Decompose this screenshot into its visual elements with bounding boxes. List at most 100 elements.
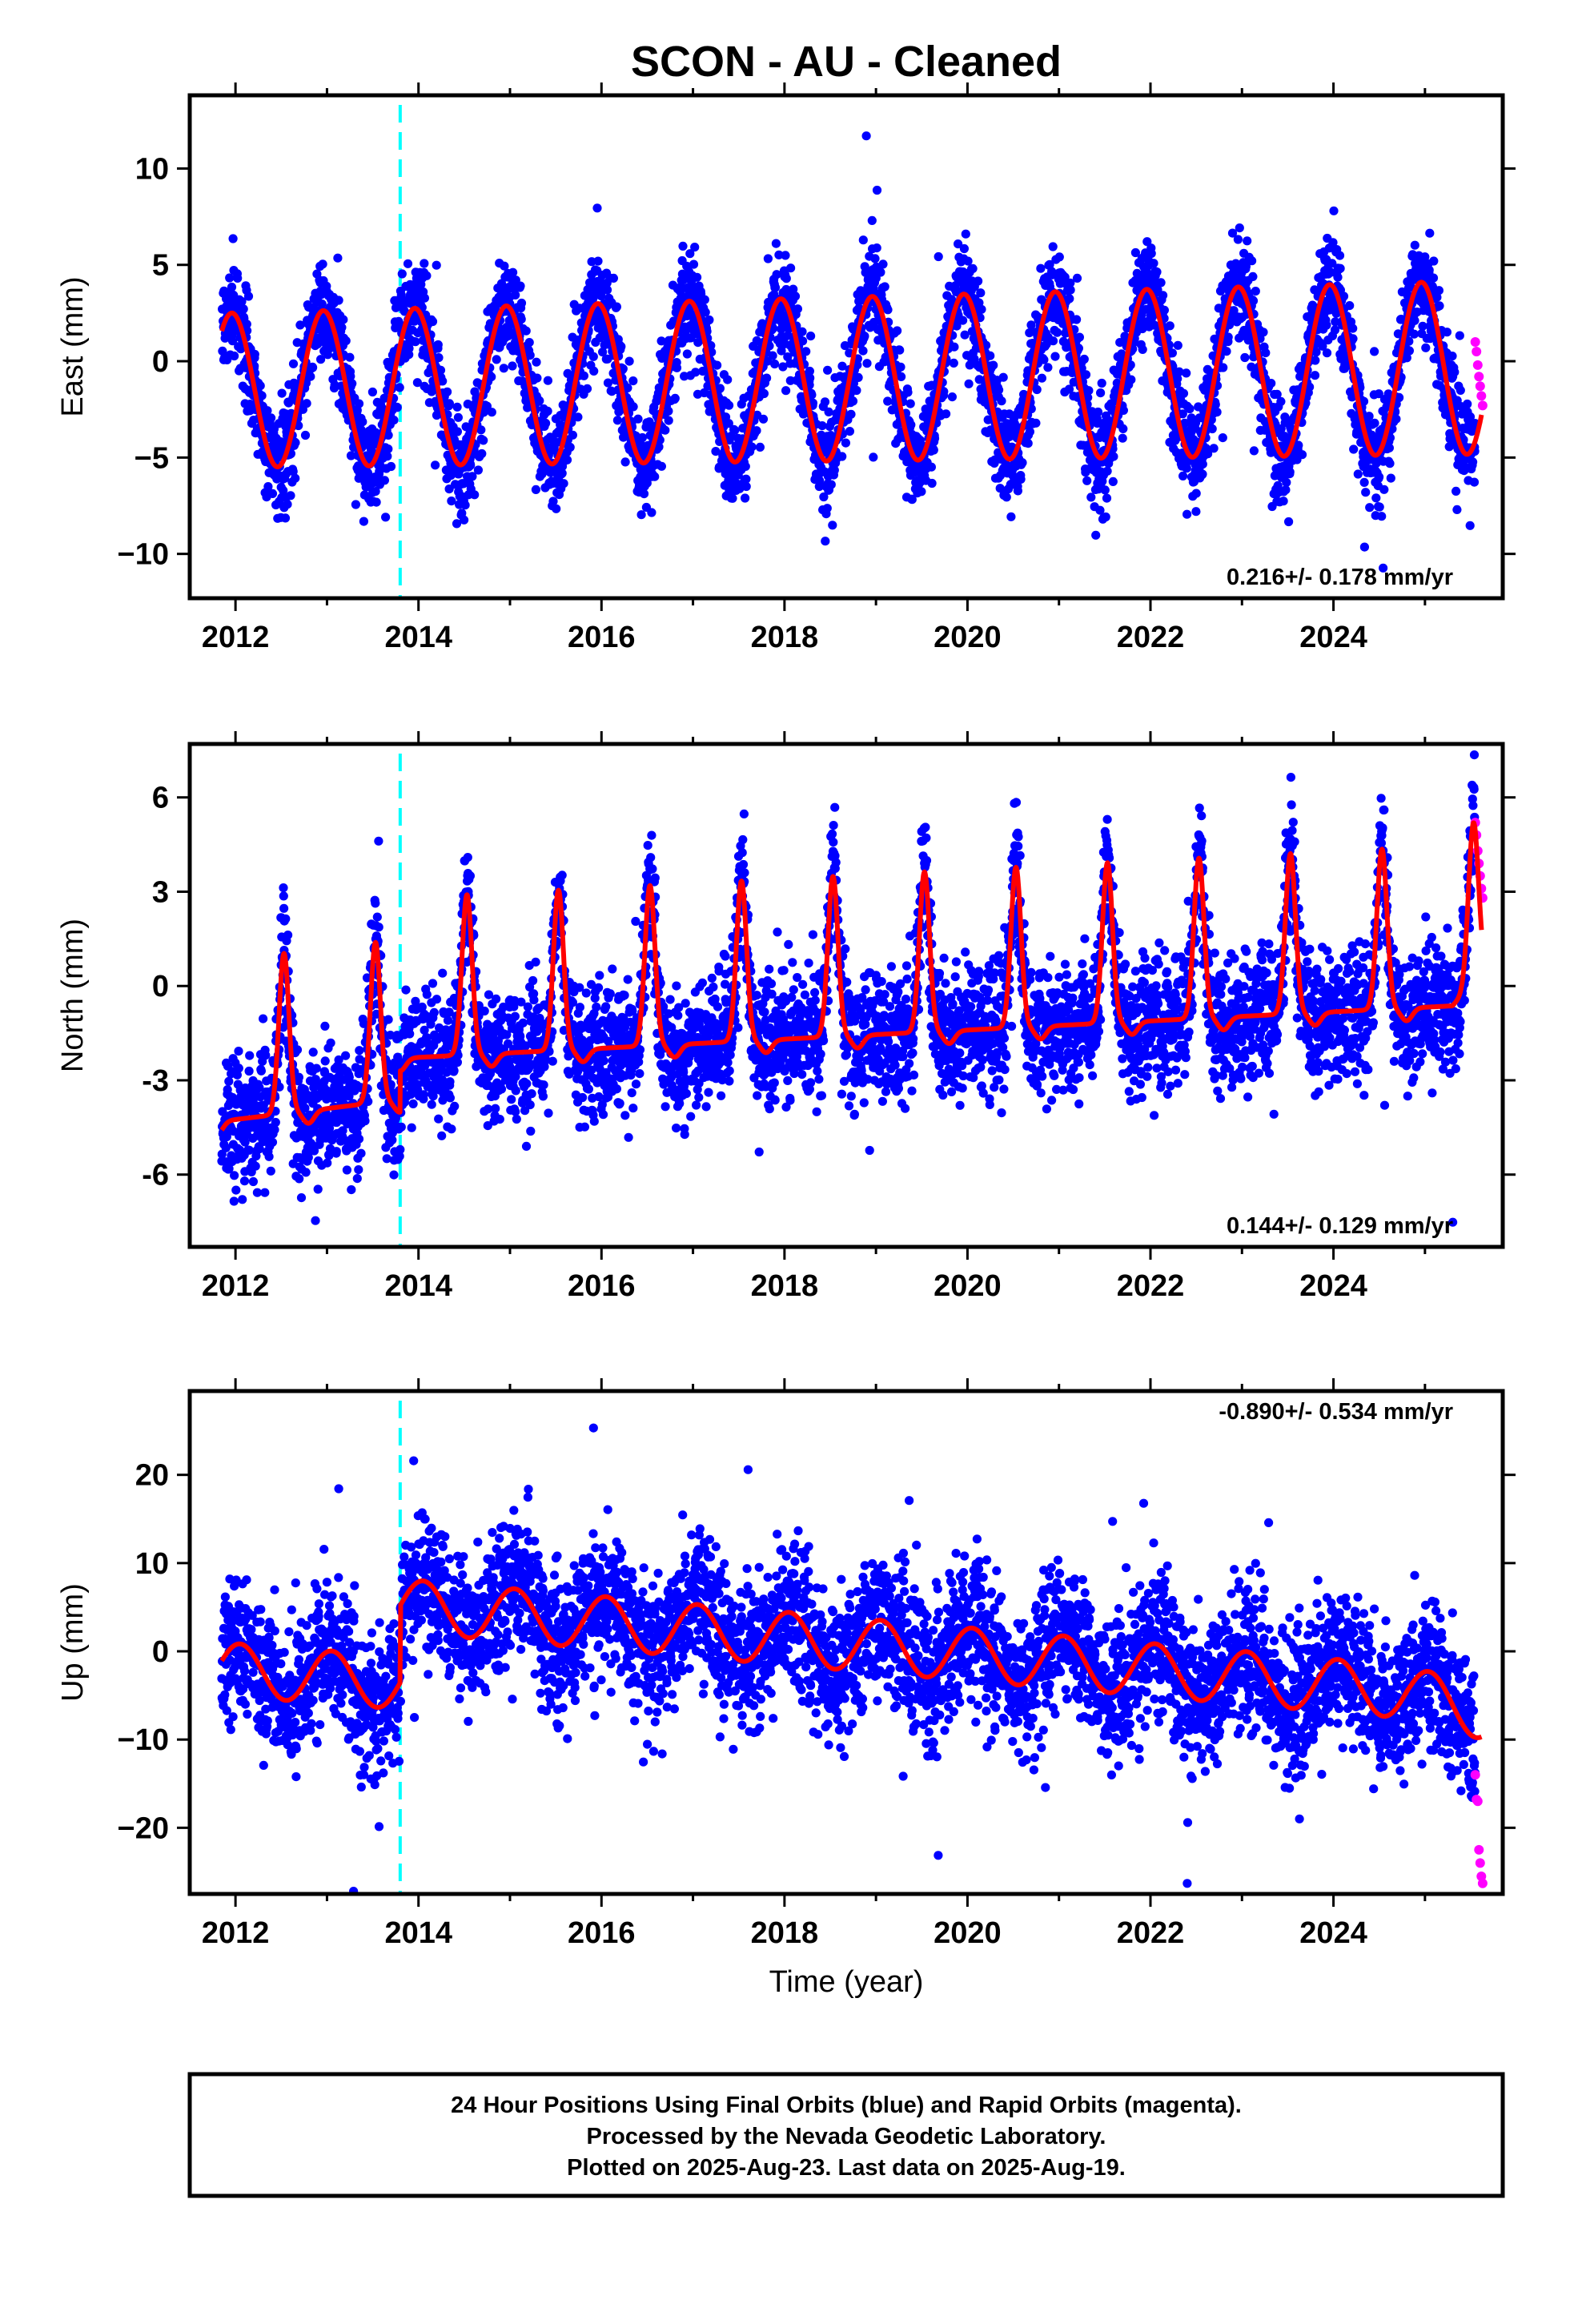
data-point — [861, 131, 871, 141]
data-point — [337, 323, 347, 332]
data-point — [403, 259, 413, 268]
data-point — [1469, 477, 1480, 487]
data-point — [460, 515, 469, 525]
data-point — [354, 399, 364, 408]
data-point — [524, 338, 534, 348]
data-point — [573, 412, 583, 422]
data-point — [1178, 471, 1188, 481]
data-point — [231, 1185, 241, 1195]
data-point — [1311, 356, 1320, 365]
data-point — [624, 356, 634, 366]
data-point — [1079, 354, 1089, 364]
rapid-orbit-point — [1475, 381, 1485, 392]
data-point — [251, 1161, 260, 1171]
data-point — [593, 256, 603, 266]
data-point — [218, 346, 227, 356]
data-point — [1023, 439, 1033, 448]
data-point — [460, 501, 470, 510]
data-point — [853, 372, 863, 382]
data-point — [318, 259, 327, 269]
data-point — [781, 251, 790, 260]
data-point — [250, 349, 259, 360]
data-point — [1386, 473, 1395, 483]
data-point — [959, 243, 969, 254]
data-point — [433, 340, 443, 350]
data-point — [1322, 320, 1331, 330]
data-point — [1251, 287, 1260, 296]
data-point — [820, 397, 830, 407]
data-point — [770, 359, 780, 369]
data-point — [826, 480, 836, 489]
data-point — [281, 914, 291, 923]
rapid-orbit-point — [1474, 372, 1484, 382]
data-point — [283, 931, 293, 940]
data-point — [1465, 521, 1475, 530]
data-point — [1031, 418, 1041, 428]
data-point — [306, 372, 315, 381]
data-point — [1261, 348, 1271, 358]
data-point — [359, 517, 368, 526]
data-point — [905, 399, 915, 408]
data-point — [1294, 440, 1303, 450]
data-point — [447, 497, 456, 506]
data-point — [872, 185, 882, 195]
data-point — [589, 366, 599, 376]
data-point — [1146, 248, 1156, 259]
data-point — [516, 298, 527, 308]
data-point — [1209, 444, 1219, 453]
data-point — [242, 320, 251, 329]
data-point — [628, 376, 638, 386]
data-point — [1359, 542, 1369, 552]
data-point — [1365, 503, 1375, 513]
data-point — [1158, 291, 1168, 300]
data-point — [443, 387, 452, 396]
data-point — [1118, 433, 1127, 443]
data-point — [230, 351, 239, 361]
data-point — [225, 273, 235, 283]
data-point — [620, 457, 630, 467]
data-point — [1152, 267, 1162, 277]
data-point — [1102, 466, 1112, 476]
data-point — [1249, 446, 1259, 456]
data-point — [234, 1047, 243, 1056]
data-point — [334, 296, 343, 305]
data-point — [1173, 340, 1182, 350]
data-point — [492, 355, 501, 364]
data-point — [543, 406, 552, 416]
data-point — [358, 417, 367, 427]
data-point — [612, 302, 622, 312]
data-point — [1036, 263, 1046, 273]
data-point — [880, 282, 889, 292]
data-point — [977, 304, 986, 314]
data-point — [997, 396, 1006, 406]
data-point — [1219, 363, 1228, 372]
data-point — [862, 359, 872, 368]
data-point — [927, 478, 937, 489]
data-point — [579, 371, 589, 380]
data-point — [682, 349, 693, 359]
data-point — [347, 379, 357, 388]
data-point — [525, 351, 535, 360]
data-point — [1429, 256, 1439, 266]
data-point — [234, 1063, 243, 1073]
data-point — [790, 292, 801, 301]
data-point — [1032, 384, 1042, 395]
data-point — [786, 263, 796, 273]
data-point — [1048, 242, 1058, 251]
data-point — [508, 361, 517, 371]
data-point — [565, 442, 575, 452]
data-point — [1086, 493, 1096, 502]
data-point — [420, 293, 430, 303]
data-point — [1149, 259, 1158, 268]
data-point — [316, 355, 326, 364]
x-tick-label: 2012 — [202, 621, 270, 654]
data-point — [383, 452, 392, 461]
data-point — [230, 1171, 239, 1180]
y-tick-label: −5 — [135, 441, 169, 475]
data-point — [903, 388, 913, 397]
data-point — [1050, 352, 1060, 361]
data-point — [1093, 407, 1103, 417]
data-point — [650, 472, 660, 481]
data-point — [1198, 460, 1207, 469]
data-point — [1025, 427, 1034, 436]
